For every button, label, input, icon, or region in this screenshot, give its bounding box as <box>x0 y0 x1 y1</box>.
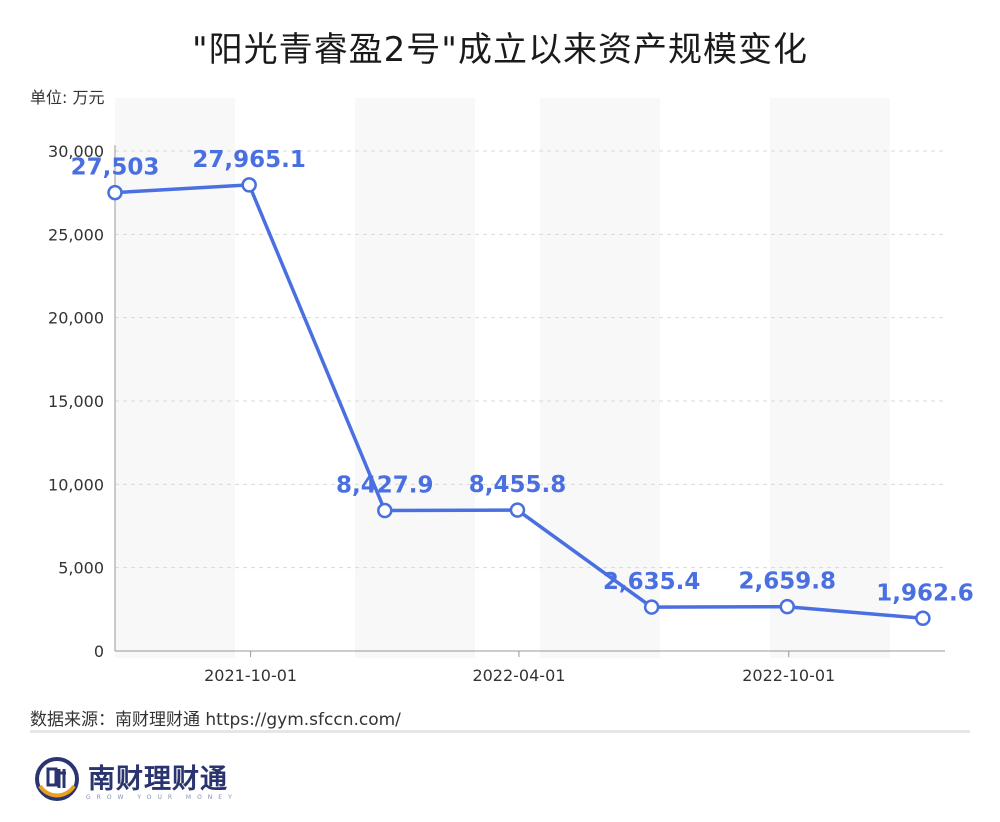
data-label: 2,635.4 <box>603 569 701 595</box>
line-chart: 0 5,000 10,000 15,000 20,000 25,000 30,000 2021… <box>48 98 974 685</box>
brand-name: 南财理财通 <box>88 763 228 795</box>
y-tick-label: 25,000 <box>48 225 104 244</box>
data-label: 2,659.8 <box>739 569 837 595</box>
y-tick-label: 15,000 <box>48 392 104 411</box>
data-label: 8,427.9 <box>336 473 434 499</box>
brand-logo: 南财理财通 GROW YOUR MONEY <box>34 756 232 802</box>
data-point <box>241 177 257 193</box>
coin-logo-icon <box>35 757 79 801</box>
x-tick-label: 2022-04-01 <box>472 666 565 685</box>
y-tick-label: 30,000 <box>48 142 104 161</box>
background-stripe <box>540 98 660 658</box>
y-tick-label: 10,000 <box>48 475 104 494</box>
data-point <box>779 598 796 615</box>
data-point <box>107 184 123 201</box>
data-point <box>643 599 660 615</box>
data-point <box>377 502 393 519</box>
data-label: 27,503 <box>71 155 160 181</box>
x-tick-label: 2022-10-01 <box>742 666 835 685</box>
background-stripe <box>115 98 235 658</box>
y-tick-label: 5,000 <box>58 559 104 578</box>
y-tick-label: 20,000 <box>48 309 104 328</box>
background-stripe <box>770 98 890 658</box>
data-label: 1,962.6 <box>876 580 974 606</box>
background-stripe <box>355 98 475 658</box>
y-tick-label: 0 <box>94 642 104 661</box>
data-label: 8,455.8 <box>469 472 567 498</box>
x-tick-label: 2021-10-01 <box>204 666 297 685</box>
brand-tagline: GROW YOUR MONEY <box>86 794 238 801</box>
chart-title: "阳光青睿盈2号"成立以来资产规模变化 <box>192 30 808 70</box>
footer-divider <box>30 730 970 733</box>
unit-label: 单位: 万元 <box>30 88 105 107</box>
data-point <box>915 610 931 627</box>
data-source: 数据来源：南财理财通 https://gym.sfccn.com/ <box>30 710 401 730</box>
data-point <box>509 502 526 518</box>
data-label: 27,965.1 <box>192 147 306 173</box>
